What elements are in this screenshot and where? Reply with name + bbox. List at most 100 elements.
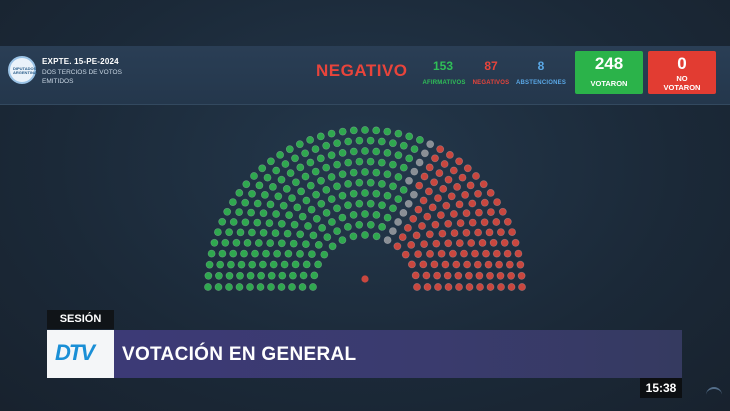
seat-afirmativo	[248, 260, 257, 269]
seat-afirmativo	[366, 136, 375, 145]
seat-negativo	[420, 172, 429, 181]
seat-afirmativo	[316, 154, 325, 163]
seat-afirmativo	[266, 239, 275, 248]
seat-negativo	[445, 151, 454, 159]
seat-afirmativo	[290, 220, 299, 229]
seat-negativo	[518, 283, 526, 291]
seat-afirmativo	[247, 208, 255, 217]
seat-afirmativo	[235, 283, 244, 291]
seat-afirmativo	[338, 191, 347, 200]
seat-afirmativo	[322, 209, 331, 217]
seat-negativo	[444, 175, 453, 184]
logo-text: DIPUTADOS ARGENTINA	[13, 66, 37, 75]
seat-negativo	[500, 238, 509, 247]
seat-afirmativo	[394, 129, 403, 138]
seat-afirmativo	[236, 228, 245, 237]
seat-afirmativo	[271, 229, 280, 237]
seat-afirmativo	[229, 249, 238, 258]
seat-afirmativo	[276, 151, 284, 159]
channel-logo-text: DTV	[55, 340, 95, 365]
seat-afirmativo	[394, 151, 403, 160]
votaron-label: VOTARON	[590, 79, 628, 88]
seat-afirmativo	[415, 135, 424, 144]
seat-afirmativo	[272, 210, 280, 218]
seat-negativo	[418, 222, 426, 230]
seat-negativo	[453, 183, 461, 191]
seat-afirmativo	[269, 183, 277, 191]
seat-afirmativo	[251, 249, 259, 258]
seat-afirmativo	[355, 199, 364, 208]
seat-negativo	[428, 203, 437, 212]
seat-negativo	[460, 249, 468, 258]
seat-afirmativo	[269, 260, 278, 269]
seat-afirmativo	[235, 189, 244, 197]
seat-negativo	[463, 260, 471, 269]
seat-afirmativo	[328, 242, 337, 251]
seat-afirmativo	[338, 127, 347, 136]
seat-afirmativo	[257, 271, 265, 280]
seat-negativo	[414, 205, 423, 214]
seat-negativo	[455, 157, 463, 166]
seat-negativo	[484, 260, 493, 269]
seat-afirmativo	[322, 186, 331, 194]
seat-afirmativo	[372, 147, 381, 156]
abstenciones-count: 8	[537, 59, 545, 73]
seat-afirmativo	[399, 141, 408, 150]
seat-afirmativo	[327, 218, 336, 226]
seat-afirmativo	[372, 232, 381, 241]
seat-afirmativo	[254, 239, 263, 247]
watermark-icon	[706, 387, 722, 397]
seat-afirmativo	[312, 214, 321, 223]
seat-afirmativo	[223, 207, 232, 216]
seat-afirmativo	[377, 180, 386, 188]
seat-negativo	[486, 189, 495, 197]
seat-afirmativo	[327, 173, 336, 181]
seat-negativo	[454, 271, 463, 280]
seat-negativo	[426, 249, 434, 258]
seat-negativo	[420, 240, 428, 249]
seat-negativo	[449, 166, 458, 175]
seat-abstencion	[399, 209, 408, 217]
seat-afirmativo	[349, 211, 358, 219]
seat-negativo	[498, 207, 507, 216]
seat-afirmativo	[338, 236, 347, 244]
seat-negativo	[393, 242, 402, 251]
abstenciones-label: ABSTENCIONES	[515, 80, 567, 86]
seat-afirmativo	[221, 238, 230, 247]
seat-afirmativo	[286, 169, 295, 177]
seat-negativo	[503, 217, 512, 226]
seat-afirmativo	[278, 271, 287, 280]
seat-negativo	[514, 249, 523, 258]
seat-afirmativo	[283, 229, 292, 238]
seat-afirmativo	[355, 220, 364, 229]
seat-negativo	[431, 154, 439, 163]
seat-negativo	[407, 260, 416, 269]
seat-afirmativo	[322, 163, 331, 172]
seat-negativo	[486, 283, 495, 291]
seat-abstencion	[404, 199, 413, 208]
seat-negativo	[411, 271, 420, 280]
seat-afirmativo	[309, 231, 318, 240]
seat-negativo	[475, 271, 484, 280]
seat-afirmativo	[366, 220, 375, 229]
seat-negativo	[464, 271, 473, 280]
seat-negativo	[492, 218, 501, 226]
seat-negativo	[456, 219, 465, 227]
seat-afirmativo	[366, 157, 375, 166]
seat-afirmativo	[338, 149, 347, 157]
seat-afirmativo	[383, 149, 392, 157]
seat-afirmativo	[277, 283, 286, 291]
lower-third-title: VOTACIÓN EN GENERAL	[122, 344, 357, 365]
seat-afirmativo	[383, 170, 392, 179]
seat-afirmativo	[377, 137, 386, 146]
seat-negativo	[486, 271, 494, 280]
seat-negativo	[482, 249, 490, 258]
seat-negativo	[444, 283, 453, 291]
seat-negativo	[401, 250, 410, 259]
seat-afirmativo	[288, 194, 296, 202]
seat-negativo	[468, 218, 477, 227]
seat-afirmativo	[298, 283, 307, 291]
seat-afirmativo	[311, 167, 320, 176]
seat-abstencion	[410, 167, 419, 176]
seat-afirmativo	[248, 189, 256, 198]
